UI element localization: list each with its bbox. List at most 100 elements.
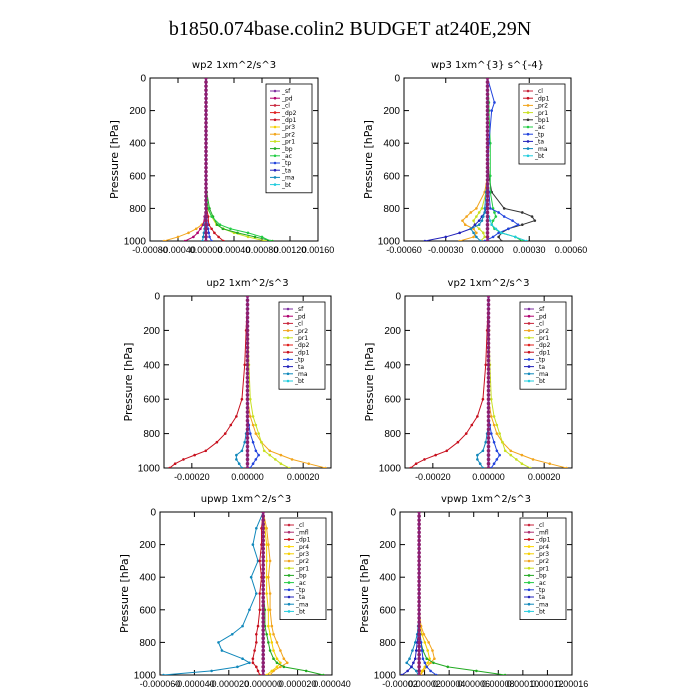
legend-entry: _ac xyxy=(281,153,292,160)
series-point-_bp1 xyxy=(520,223,524,226)
series-point-center xyxy=(417,518,421,522)
series-point-_dp1 xyxy=(414,462,418,466)
series-point-_ac xyxy=(260,235,264,239)
series-point-center xyxy=(261,583,266,588)
series-point-_pr3 xyxy=(267,624,270,628)
series-point-_bp xyxy=(446,665,450,669)
legend-entry: _pr1 xyxy=(294,335,308,342)
series-point-center xyxy=(486,401,491,406)
series-point-center xyxy=(245,324,250,328)
series-point-_pr2 xyxy=(248,415,252,418)
series-point-center xyxy=(261,652,266,657)
legend-marker xyxy=(527,365,531,368)
panel-title: wp3 1xm^{3} s^{-4} xyxy=(431,60,544,71)
series-point-center xyxy=(245,406,250,410)
series-point-center xyxy=(417,591,421,596)
legend-marker xyxy=(527,358,531,361)
series-point-center xyxy=(261,559,266,563)
series-point-center xyxy=(417,599,421,604)
legend-marker xyxy=(287,574,291,577)
series-point-center xyxy=(417,644,421,649)
series-point-_tp xyxy=(490,109,493,112)
legend-marker xyxy=(526,118,530,122)
series-point-_ma xyxy=(230,632,234,636)
series-point-_tp xyxy=(254,449,258,453)
series-point-center xyxy=(204,104,208,109)
series-point-center xyxy=(245,449,250,453)
series-point-_bp xyxy=(267,641,270,644)
legend-marker xyxy=(527,602,531,606)
series-point-_ma xyxy=(408,657,411,660)
series-point-center xyxy=(261,575,266,579)
series-point-_pr3 xyxy=(420,632,424,636)
series-point-center xyxy=(245,410,250,414)
series-point-center xyxy=(417,512,421,514)
series-point-_tp xyxy=(516,223,520,226)
series-point-_tp xyxy=(492,462,496,466)
series-point-_ac xyxy=(493,211,496,214)
series-point-center xyxy=(417,624,421,628)
series-point-center xyxy=(245,337,250,341)
series-point-_dp1 xyxy=(423,458,426,461)
series-point-_pr1 xyxy=(268,453,272,457)
series-point-center xyxy=(245,414,250,419)
series-point-center xyxy=(417,628,421,632)
series-point-center xyxy=(486,367,491,371)
panel-title: up2 1xm^2/s^3 xyxy=(206,278,288,289)
series-point-_tp xyxy=(207,231,211,235)
panel-title: vp2 1xm^2/s^3 xyxy=(448,278,530,289)
series-point-center xyxy=(486,436,491,440)
series-point-center xyxy=(485,214,490,219)
legend-entry: _tp xyxy=(534,131,544,138)
series-point-_pr3 xyxy=(265,543,268,546)
legend-marker xyxy=(273,104,277,107)
series-point-_pr1 xyxy=(248,397,252,401)
series-point-center xyxy=(245,375,250,380)
series-point-center xyxy=(204,145,208,150)
series-point-center xyxy=(245,461,250,466)
series-point-center xyxy=(245,354,250,359)
legend-marker xyxy=(286,307,290,311)
series-point-_tp xyxy=(511,219,514,222)
series-point-center xyxy=(486,423,491,427)
y-tick-label: 600 xyxy=(139,605,156,616)
series-point-_pr1 xyxy=(495,423,499,427)
legend-entry: _pr2 xyxy=(294,328,308,335)
legend-entry: _ta xyxy=(281,167,291,174)
series-point-_pr2 xyxy=(268,592,272,595)
series-point-_pr3 xyxy=(423,665,427,669)
series-point-_pr2 xyxy=(251,423,255,427)
series-point-center xyxy=(486,384,491,389)
series-point-center xyxy=(245,315,250,320)
legend-marker xyxy=(287,545,291,548)
series-point-center xyxy=(485,235,490,239)
series-point-center xyxy=(485,226,490,231)
series-point-_dp1 xyxy=(258,673,262,675)
series-point-center xyxy=(417,567,421,571)
series-point-_pr1 xyxy=(489,397,493,401)
legend-entry: _ac xyxy=(295,580,306,587)
x-tick-label: -0.000060 xyxy=(140,679,181,689)
series-point-center xyxy=(417,612,421,616)
legend-entry: _pr1 xyxy=(535,565,549,572)
series-point-_dp1 xyxy=(240,397,244,401)
chart-panel-wp3: wp3 1xm^{3} s^{-4} 0 200 400 600 800 1000 Press… xyxy=(362,60,587,255)
series-point-center xyxy=(485,182,490,186)
series-point-_pr2 xyxy=(275,641,279,644)
series-point-center xyxy=(486,315,491,320)
legend-marker xyxy=(527,379,531,383)
series-point-_dp1 xyxy=(182,458,185,461)
series-point-_ma xyxy=(162,673,165,675)
series-point-_pr2 xyxy=(475,207,478,210)
series-point-center xyxy=(204,174,208,178)
series-point-center xyxy=(204,210,208,215)
series-point-center xyxy=(245,384,250,389)
legend-box xyxy=(519,517,567,620)
series-point-center xyxy=(486,358,491,363)
series-point-center xyxy=(245,328,250,333)
series-point-center xyxy=(417,603,421,608)
y-tick-label: 1000 xyxy=(138,464,161,475)
legend-entry: _tp xyxy=(294,357,304,364)
series-point-_pr2 xyxy=(492,423,496,427)
series-point-_pr1 xyxy=(498,432,501,435)
